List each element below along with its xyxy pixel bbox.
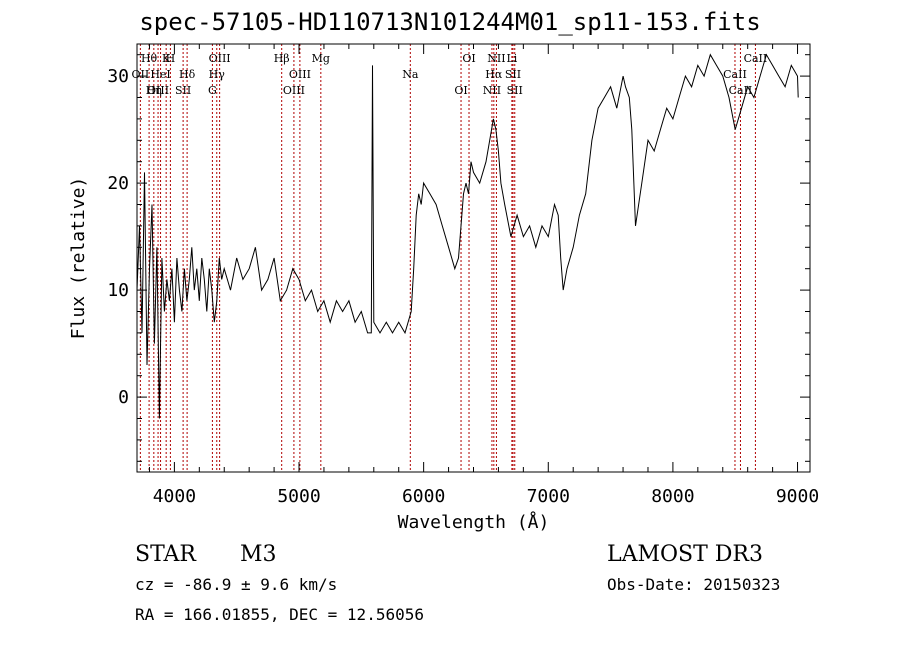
object-subclass: M3 — [240, 542, 277, 567]
line-marker-labels: HθOIIOIIIKHeIHηHHδSIIOIIIHγGHβOIIIOIIIMg… — [132, 52, 768, 97]
line-label-oiii: OIII — [147, 84, 169, 97]
line-label-sii: SII — [175, 84, 191, 97]
survey-name: LAMOST DR3 — [607, 542, 763, 567]
line-label-nii: NII — [487, 52, 505, 65]
line-label-hei: HeI — [150, 68, 170, 81]
x-axis-label: Wavelength (Å) — [398, 511, 550, 533]
x-tick-label: 5000 — [277, 486, 320, 507]
y-axis: 0 10 20 30 — [107, 54, 810, 462]
line-label-oi: OI — [454, 84, 467, 97]
line-label-hθ: Hθ — [141, 52, 158, 65]
line-label-oiii: OIII — [283, 84, 305, 97]
x-axis: 4000 5000 6000 7000 8000 9000 — [148, 44, 819, 507]
y-axis-label: Flux (relative) — [68, 177, 89, 340]
line-label-caii: CaII — [723, 68, 747, 81]
x-tick-label: 4000 — [153, 486, 196, 507]
line-label-hγ: Hγ — [209, 68, 226, 81]
line-markers — [139, 44, 756, 472]
line-label-nii: NII — [483, 84, 501, 97]
line-label-mg: Mg — [312, 52, 330, 65]
x-tick-label: 7000 — [527, 486, 570, 507]
line-label-oii: OII — [132, 68, 150, 81]
line-label-sii: SII — [505, 68, 521, 81]
line-label-g: G — [208, 84, 217, 97]
line-label-hα: Hα — [485, 68, 503, 81]
line-label-oi: OI — [462, 52, 475, 65]
redshift-cz: cz = -86.9 ± 9.6 km/s — [135, 575, 338, 594]
line-label-k: K — [162, 52, 171, 65]
y-tick-label: 20 — [107, 173, 129, 194]
obs-date: Obs-Date: 20150323 — [607, 575, 781, 594]
line-label-oiii: OIII — [289, 68, 311, 81]
y-tick-label: 30 — [107, 66, 129, 87]
line-label-caii: CaII — [729, 84, 753, 97]
spectrum-line — [136, 53, 799, 419]
chart-title: spec-57105-HD110713N101244M01_sp11-153.f… — [139, 8, 761, 36]
line-label-hη: Hη — [146, 84, 162, 97]
line-label-hδ: Hδ — [179, 68, 196, 81]
ra-dec: RA = 166.01855, DEC = 12.56056 — [135, 605, 424, 624]
y-tick-label: 0 — [118, 387, 129, 408]
line-label-sii: SII — [507, 84, 523, 97]
line-label-caii: CaII — [744, 52, 768, 65]
line-label-na: Na — [402, 68, 419, 81]
plot-frame — [136, 43, 811, 473]
x-tick-label: 9000 — [776, 486, 819, 507]
line-label-li: Li — [506, 52, 517, 65]
line-label-hβ: Hβ — [274, 52, 290, 65]
line-label-h: H — [166, 52, 176, 65]
x-tick-label: 8000 — [651, 486, 694, 507]
object-class: STAR — [135, 542, 196, 567]
line-label-oiii: OIII — [209, 52, 231, 65]
x-tick-label: 6000 — [402, 486, 445, 507]
y-tick-label: 10 — [107, 280, 129, 301]
